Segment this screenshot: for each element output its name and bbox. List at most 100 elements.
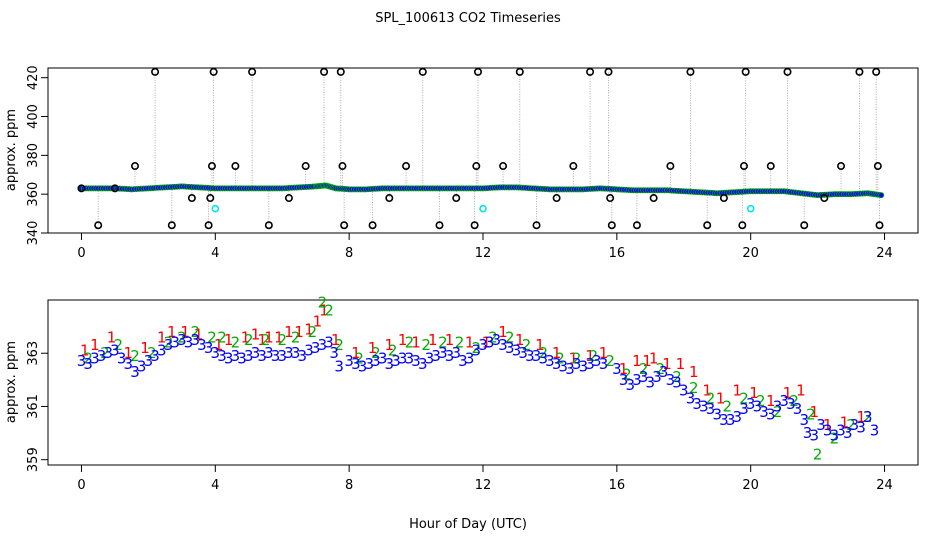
outlier-point [418,67,427,76]
series-1-point: 1 [167,323,177,341]
series-3-point: 3 [706,400,716,418]
series-3-point: 3 [773,397,783,415]
outlier-point [167,221,176,230]
series-1-point: 1 [702,381,712,399]
series-3-point: 3 [512,342,522,360]
series-2-point: 2 [555,350,565,368]
x-tick-label: 20 [742,246,759,261]
series-1-point: 1 [214,336,224,354]
series-2-point: 2 [190,323,200,341]
series-2-point: 2 [455,334,465,352]
series-3-point: 3 [177,331,187,349]
series-2-point: 2 [789,392,799,410]
x-axis-title: Hour of Day (UTC) [409,517,527,532]
series-1-point: 1 [482,334,492,352]
series-1-point: 1 [445,331,455,349]
x-tick-label: 4 [211,246,219,261]
series-3-point: 3 [686,389,696,407]
series-1-point: 1 [515,331,525,349]
series-1-point: 1 [180,323,190,341]
series-3-point: 3 [378,350,388,368]
series-1-point: 1 [284,323,294,341]
outlier-point [231,162,240,171]
outlier-point [569,162,578,171]
series-1-point: 1 [465,334,475,352]
flagged-point [746,204,755,213]
series-2-point: 2 [572,350,582,368]
bottom-panel-frame [47,299,919,466]
series-2-point: 2 [505,328,515,346]
series-2-point: 2 [231,334,241,352]
series-3-point: 3 [625,376,635,394]
series-2-point: 2 [83,350,93,368]
series-2-point: 2 [371,344,381,362]
series-1-point: 1 [140,339,150,357]
series-3-point: 3 [518,344,528,362]
series-1-point: 1 [716,389,726,407]
series-3-point: 3 [264,344,274,362]
series-3-point: 3 [659,363,669,381]
series-3-point: 3 [458,352,468,370]
series-3-point: 3 [130,363,140,381]
outlier-point [131,162,140,171]
x-tick-label: 12 [475,246,492,261]
series-3-point: 3 [318,336,328,354]
series-3-point: 3 [324,334,334,352]
outlier-point [320,67,329,76]
series-1-point: 1 [649,350,659,368]
y-tick-label: 380 [26,143,41,168]
series-1-point: 1 [585,347,595,365]
series-3-point: 3 [391,352,401,370]
outlier-point [340,221,349,230]
series-1-point: 1 [124,344,134,362]
y-tick-label: 340 [26,221,41,246]
outlier-point [766,162,775,171]
outlier-point [741,67,750,76]
outlier-point [820,194,829,203]
series-3-point: 3 [538,350,548,368]
outlier-point [552,194,561,203]
series-3-point: 3 [559,358,569,376]
series-1-point: 1 [823,416,833,434]
series-2-point: 2 [177,328,187,346]
series-2-point: 2 [739,389,749,407]
series-2-point: 2 [622,366,632,384]
series-3-point: 3 [204,339,214,357]
series-3-point: 3 [856,419,866,437]
series-1-point: 1 [194,326,204,344]
outlier-point [855,67,864,76]
outlier-point [604,67,613,76]
series-1-point: 1 [569,350,579,368]
series-3-point: 3 [652,368,662,386]
x-tick-label: 24 [876,246,893,261]
x-tick-label: 8 [345,478,353,493]
outlier-point [783,67,792,76]
series-3-point: 3 [364,355,374,373]
series-1-point: 1 [840,413,850,431]
series-2-point: 2 [863,408,873,426]
outlier-point [473,67,482,76]
series-3-point: 3 [298,347,308,365]
y-tick-label: 360 [26,182,41,207]
outlier-point [719,194,728,203]
outlier-point [703,221,712,230]
series-1-point: 1 [224,331,234,349]
series-3-point: 3 [124,355,134,373]
series-3-point: 3 [405,350,415,368]
series-3-point: 3 [619,371,629,389]
series-2-point: 2 [472,339,482,357]
series-2-point: 2 [522,336,532,354]
series-3-point: 3 [532,347,542,365]
outlier-point [666,162,675,171]
outlier-point [452,194,461,203]
series-2-point: 2 [538,344,548,362]
series-2-point: 2 [773,403,783,421]
series-3-point: 3 [836,421,846,439]
outlier-point [499,162,508,171]
series-2-point: 2 [388,342,398,360]
x-tick-label: 0 [77,478,85,493]
top-marks [77,67,885,230]
outlier-point [336,67,345,76]
